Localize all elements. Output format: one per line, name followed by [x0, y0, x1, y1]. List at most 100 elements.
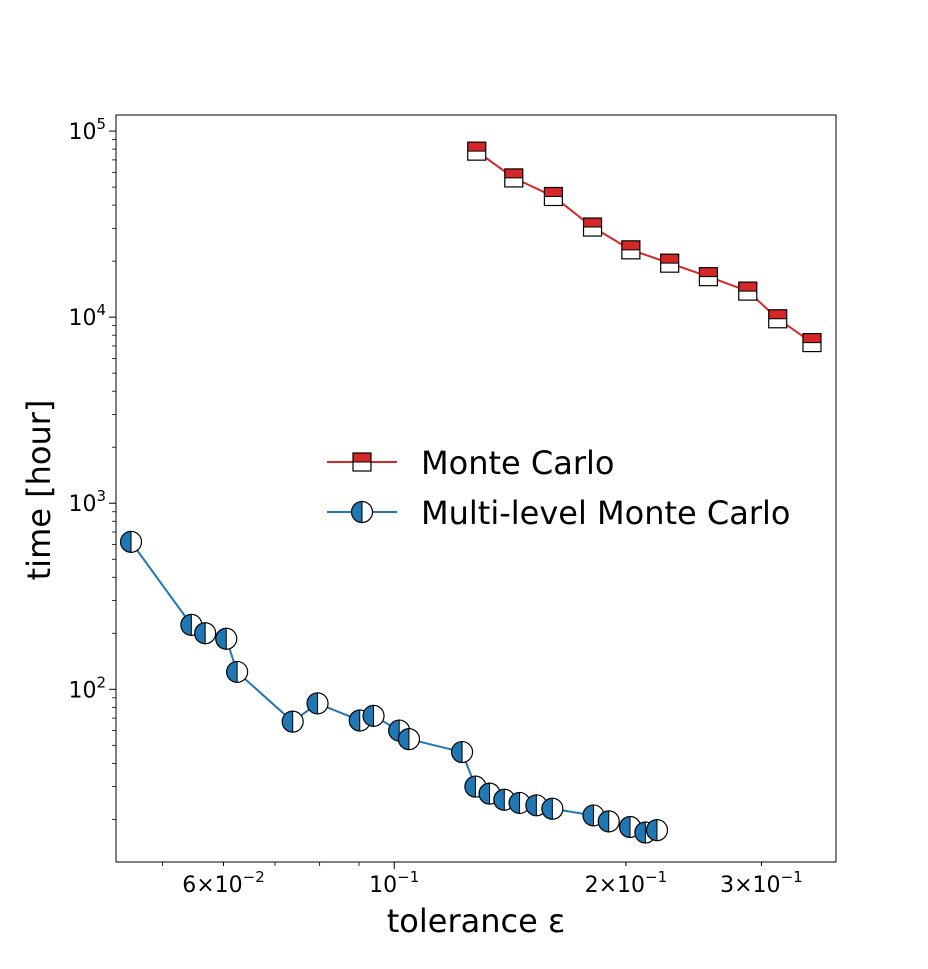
- plot-frame: [115, 114, 837, 863]
- mlmc-point-15-fill-left: [509, 792, 520, 814]
- mlmc-point-0-outline: [119, 530, 143, 553]
- y-tick-label-0: 102: [68, 673, 106, 703]
- mlmc-point-11-outline: [450, 740, 474, 764]
- mlmc-point-8-outline: [362, 704, 385, 727]
- mlmc-point-16-fill-left: [525, 794, 537, 816]
- mc-point-6-fill-top: [699, 267, 718, 277]
- mc-point-3-outline: [582, 217, 603, 237]
- mlmc-point-2-outline: [194, 622, 217, 645]
- mlmc-point-19-outline: [597, 810, 620, 833]
- mc-point-5-outline: [660, 253, 680, 273]
- mc-point-8: [768, 309, 788, 329]
- series-line-mc: [476, 150, 813, 344]
- mlmc-point-22-fill-left: [646, 819, 657, 841]
- legend-mc-square-fill-top: [353, 453, 371, 462]
- mc-point-4: [621, 240, 641, 260]
- mlmc-point-15: [508, 791, 531, 815]
- mc-point-7: [738, 281, 758, 301]
- mc-point-8-fill-top: [768, 309, 787, 319]
- mlmc-point-11: [450, 740, 474, 764]
- x-tick-label-0: 6×10−2: [182, 868, 265, 898]
- mlmc-point-19: [597, 810, 620, 833]
- mc-point-6-outline: [698, 267, 719, 287]
- mlmc-point-8-fill-left: [363, 705, 374, 727]
- mlmc-point-18-fill-left: [582, 804, 594, 826]
- mlmc-point-10-outline: [397, 727, 421, 751]
- mlmc-point-0-fill-left: [120, 531, 132, 553]
- legend: Monte Carlo Multi-level Monte Carlo: [327, 444, 790, 532]
- mlmc-point-14-fill-left: [493, 789, 505, 811]
- y-tick-label-2: 104: [68, 301, 106, 331]
- mlmc-point-7-fill-left: [349, 709, 360, 731]
- mlmc-point-9-fill-left: [388, 720, 400, 742]
- legend-mlmc-circle-outline: [350, 500, 374, 524]
- x-axis-label: tolerance ε: [387, 902, 566, 940]
- mc-point-0-fill-top: [467, 142, 486, 152]
- mlmc-point-12-fill-left: [464, 776, 476, 798]
- mlmc-point-20-fill-left: [619, 816, 631, 838]
- mlmc-point-3-fill-left: [215, 628, 227, 650]
- mlmc-point-2: [194, 622, 217, 645]
- mc-point-0-outline: [467, 141, 487, 161]
- legend-mc-marker: [352, 452, 372, 472]
- mlmc-point-4: [226, 660, 249, 684]
- mlmc-point-2-fill-left: [194, 622, 206, 644]
- mlmc-point-4-outline: [226, 660, 249, 684]
- mc-point-0: [467, 141, 487, 161]
- mlmc-point-19-fill-left: [598, 810, 609, 832]
- mc-point-1-outline: [504, 168, 524, 188]
- mlmc-point-22: [645, 819, 669, 842]
- mc-point-3: [582, 217, 603, 237]
- mlmc-point-10: [397, 727, 421, 751]
- mc-point-9-outline: [802, 332, 822, 353]
- mlmc-point-17-fill-left: [541, 798, 553, 820]
- mc-point-6: [698, 267, 719, 287]
- x-tick-label-1: 10−1: [369, 868, 419, 898]
- mc-point-7-fill-top: [738, 282, 757, 292]
- series-layer: [119, 141, 822, 844]
- mlmc-point-22-outline: [645, 819, 669, 842]
- mc-point-4-fill-top: [621, 240, 640, 250]
- mc-point-8-outline: [768, 309, 788, 329]
- mlmc-point-13: [478, 782, 501, 805]
- legend-mc-square-outline: [352, 452, 372, 472]
- y-tick-label-1: 103: [68, 487, 106, 517]
- legend-mlmc-label: Multi-level Monte Carlo: [421, 494, 790, 532]
- y-tick-label-3: 105: [68, 115, 106, 145]
- legend-mlmc-circle-fill-left: [351, 501, 362, 523]
- mlmc-point-0: [119, 530, 143, 553]
- mc-point-1: [504, 168, 524, 188]
- mlmc-point-11-fill-left: [451, 741, 463, 763]
- mc-point-3-fill-top: [583, 218, 602, 228]
- mlmc-point-17-outline: [541, 797, 564, 820]
- mlmc-point-4-fill-left: [226, 661, 238, 683]
- legend-mc-label: Monte Carlo: [421, 444, 614, 482]
- mlmc-point-21-fill-left: [634, 821, 646, 843]
- mlmc-point-17: [541, 797, 564, 820]
- mlmc-point-8: [362, 704, 385, 727]
- mc-point-5-fill-top: [660, 254, 679, 264]
- legend-mlmc-marker: [350, 500, 374, 524]
- y-axis-label: time [hour]: [20, 400, 58, 581]
- mc-point-5: [660, 253, 680, 273]
- mlmc-point-3: [215, 627, 238, 650]
- mlmc-point-13-fill-left: [479, 783, 490, 805]
- axis-layer: 102 103 104 105 6×10−2 10−1 2×10−1 3×10−1: [68, 115, 802, 898]
- mlmc-point-10-fill-left: [398, 728, 409, 750]
- mlmc-point-1-fill-left: [180, 614, 192, 636]
- mc-point-4-outline: [621, 240, 641, 260]
- mlmc-point-6: [306, 692, 329, 715]
- mc-point-7-outline: [738, 281, 758, 301]
- legend-mlmc-circle: [350, 500, 374, 524]
- mc-point-2-fill-top: [544, 187, 563, 197]
- mc-point-1-fill-top: [504, 168, 523, 178]
- mc-point-2: [543, 186, 563, 207]
- mc-point-9-fill-top: [802, 333, 821, 343]
- x-tick-label-3: 3×10−1: [720, 868, 803, 898]
- plot-background: [116, 115, 836, 862]
- mlmc-point-5: [281, 710, 304, 733]
- mc-point-2-outline: [543, 186, 563, 207]
- mlmc-point-5-fill-left: [282, 711, 293, 733]
- mc-point-9: [802, 332, 822, 353]
